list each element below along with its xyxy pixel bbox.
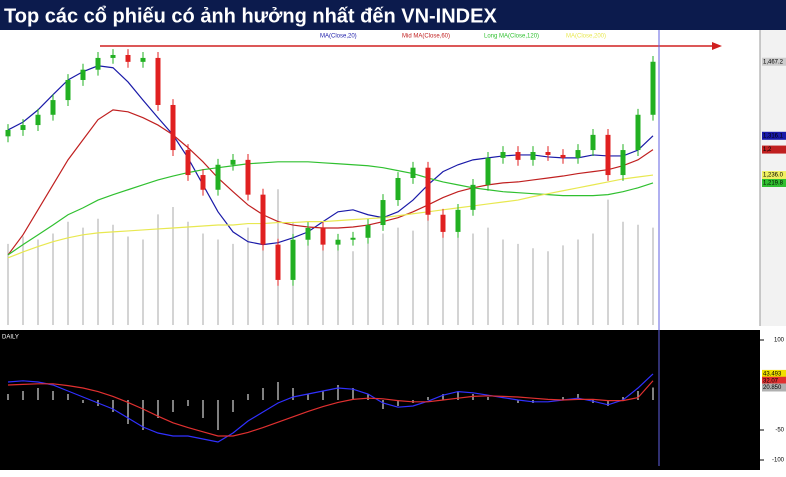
candle-body [650, 61, 656, 115]
price-tag [762, 171, 786, 180]
candle-body [380, 200, 386, 226]
candle-body [350, 237, 356, 240]
legend-entry: Mid MA(Close,60) [402, 34, 450, 40]
indicator-line [7, 380, 654, 437]
indicator-line [7, 174, 654, 259]
candle-body [245, 159, 251, 195]
candle-body [395, 177, 401, 201]
arrow-head [712, 42, 722, 50]
candle-body [530, 152, 536, 160]
price-tag [762, 369, 786, 378]
candle-body [110, 54, 116, 58]
y-tick-label: 100 [774, 338, 785, 344]
candle-body [305, 227, 311, 240]
candle-body [485, 157, 491, 185]
candle-body [455, 209, 461, 232]
candle-body [635, 114, 641, 151]
indicator-line [7, 65, 654, 246]
price-tag-label: 1,467.2 [763, 59, 784, 65]
price-tag-label: 32.07 [763, 378, 779, 384]
candle-body [95, 57, 101, 70]
candle-body [260, 194, 266, 245]
candle-body [275, 244, 281, 280]
indicator-line [7, 373, 654, 443]
price-tag-label: 20.850 [763, 385, 782, 391]
candle-body [80, 69, 86, 80]
price-tag-label: 1,219.8 [763, 181, 784, 187]
candle-body [605, 134, 611, 176]
legend-entry: Long MA(Close,120) [484, 34, 539, 40]
candle-body [50, 100, 56, 115]
candle-body [410, 167, 416, 178]
candle-body [515, 152, 521, 160]
candle-body [290, 239, 296, 280]
candle-body [125, 54, 131, 62]
candle-body [185, 150, 191, 176]
price-tag [762, 178, 786, 187]
title: Top các cổ phiếu có ảnh hưởng nhất đến V… [4, 5, 497, 27]
candle-body [5, 129, 11, 137]
candle-body [65, 79, 71, 101]
candle-body [470, 184, 476, 210]
candle-body [365, 225, 371, 238]
candle-body [20, 125, 26, 130]
macd-axis-area [760, 330, 786, 470]
candle-body [170, 104, 176, 151]
macd-label: DAILY [2, 335, 19, 341]
price-tag-label: 43.493 [763, 371, 782, 377]
legend-entry: MA(Close,200) [566, 34, 606, 40]
candle-body [590, 134, 596, 151]
price-tag-label: 1,236.0 [763, 173, 784, 179]
y-tick-label: -50 [775, 428, 784, 434]
macd-panel [0, 330, 760, 470]
price-tag [762, 131, 786, 140]
candle-body [500, 152, 506, 158]
candle-body [155, 57, 161, 105]
price-tag [762, 383, 786, 392]
legend-entry: MA(Close,20) [320, 34, 357, 40]
price-tag-label: 1,2 [763, 147, 772, 153]
candle-body [35, 114, 41, 126]
candle-body [560, 154, 566, 158]
candle-body [230, 159, 236, 165]
candle-body [140, 57, 146, 62]
candle-body [320, 227, 326, 245]
title-bar [0, 0, 786, 30]
candle-body [620, 150, 626, 176]
y-tick-label: -100 [772, 458, 785, 464]
price-tag [762, 57, 786, 66]
price-tag [762, 145, 786, 154]
candle-body [425, 167, 431, 215]
candle-body [335, 239, 341, 245]
candle-body [575, 150, 581, 158]
candle-body [545, 152, 551, 155]
candle-body [215, 164, 221, 190]
candle-body [440, 214, 446, 232]
price-tag [762, 376, 786, 385]
candle-body [200, 175, 206, 190]
price-tag-label: 1,316.1 [763, 133, 784, 139]
indicator-line [7, 109, 654, 256]
